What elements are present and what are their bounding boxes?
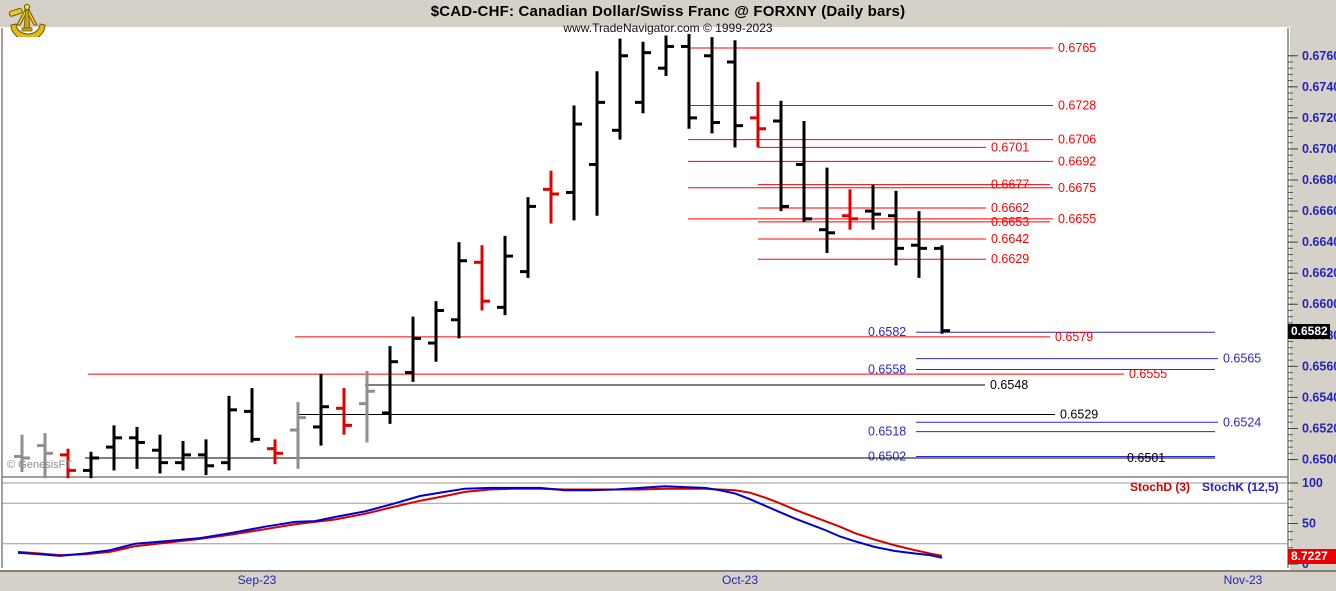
date-label-oct23: Oct-23 bbox=[721, 573, 759, 587]
svg-text:0.6558: 0.6558 bbox=[868, 362, 906, 376]
svg-text:0: 0 bbox=[1302, 557, 1309, 571]
svg-text:0.6706: 0.6706 bbox=[1058, 133, 1096, 147]
date-label-sep23: Sep-23 bbox=[237, 573, 277, 587]
svg-text:0.6629: 0.6629 bbox=[991, 252, 1029, 266]
svg-text:0.6662: 0.6662 bbox=[991, 201, 1029, 215]
svg-text:0.6524: 0.6524 bbox=[1223, 415, 1261, 429]
date-axis-band bbox=[0, 570, 1336, 591]
genesisft-watermark: © GenesisFT bbox=[7, 459, 72, 471]
svg-text:0.6692: 0.6692 bbox=[1058, 154, 1096, 168]
page-title: $CAD-CHF: Canadian Dollar/Swiss Franc @ … bbox=[430, 3, 906, 20]
header-band bbox=[0, 0, 1336, 27]
page-subtitle: www.TradeNavigator.com © 1999-2023 bbox=[563, 21, 773, 35]
svg-text:0.6555: 0.6555 bbox=[1129, 367, 1167, 381]
svg-text:0.6701: 0.6701 bbox=[991, 140, 1029, 154]
ohlc-bars bbox=[14, 34, 950, 479]
svg-text:0.6728: 0.6728 bbox=[1058, 98, 1096, 112]
svg-text:0.6565: 0.6565 bbox=[1223, 352, 1261, 366]
svg-text:0.6501: 0.6501 bbox=[1127, 451, 1165, 465]
stoch-legend: StochD (3) StochK (12,5) bbox=[1130, 480, 1280, 494]
svg-text:0.6582: 0.6582 bbox=[868, 325, 906, 339]
svg-text:0.6677: 0.6677 bbox=[991, 178, 1029, 192]
price-hlines: 0.6765 0.6728 0.6706 0.6701 0.6692 0.6677 0.66… bbox=[85, 41, 1261, 465]
last-price-badge: 0.6582 bbox=[1288, 324, 1330, 340]
svg-text:50: 50 bbox=[1302, 517, 1316, 531]
stoch-value-badge: 8.7227 bbox=[1288, 548, 1336, 564]
svg-text:0.6642: 0.6642 bbox=[991, 232, 1029, 246]
svg-text:0.6500: 0.6500 bbox=[1302, 453, 1336, 467]
stoch-curves bbox=[17, 485, 943, 559]
svg-text:0.6765: 0.6765 bbox=[1058, 41, 1096, 55]
svg-text:0.6548: 0.6548 bbox=[990, 378, 1028, 392]
svg-text:0.6529: 0.6529 bbox=[1060, 408, 1098, 422]
svg-text:0.6675: 0.6675 bbox=[1058, 181, 1096, 195]
stoch-d-legend-label: StochD (3) bbox=[1130, 480, 1190, 494]
svg-text:0.6653: 0.6653 bbox=[991, 215, 1029, 229]
stoch-axis: 100 50 0 bbox=[1288, 476, 1323, 571]
stoch-k-legend-label: StochK (12,5) bbox=[1202, 480, 1279, 494]
svg-text:0.6502: 0.6502 bbox=[868, 449, 906, 463]
date-label-nov23: Nov-23 bbox=[1223, 573, 1263, 587]
stoch-gridlines bbox=[2, 482, 1288, 545]
svg-text:0.6655: 0.6655 bbox=[1058, 212, 1096, 226]
svg-text:0.6579: 0.6579 bbox=[1055, 330, 1093, 344]
genesis-sextant-logo-icon bbox=[5, 1, 49, 42]
svg-text:0.6518: 0.6518 bbox=[868, 425, 906, 439]
svg-text:100: 100 bbox=[1302, 476, 1323, 490]
